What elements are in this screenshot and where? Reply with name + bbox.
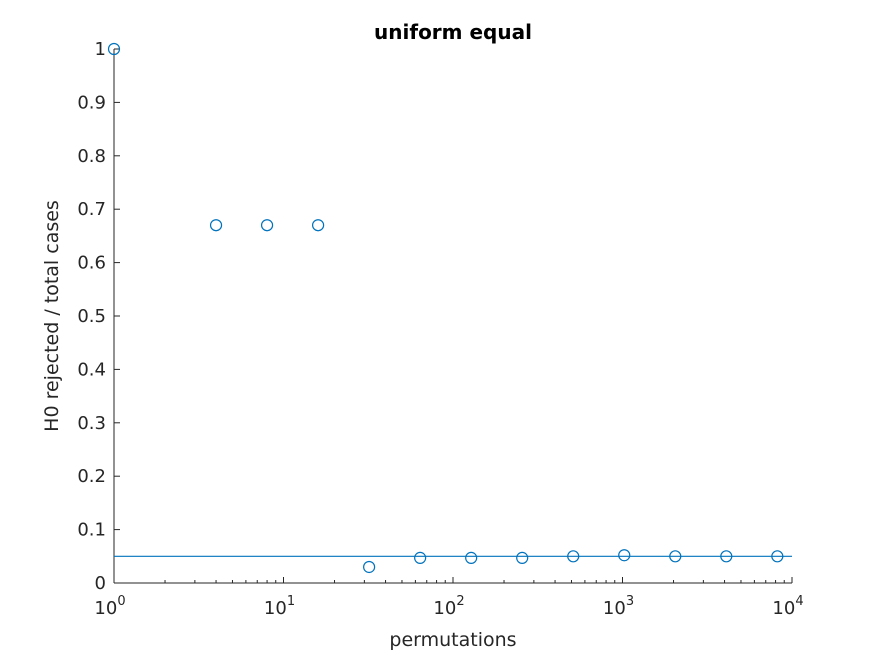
data-point: [414, 551, 427, 565]
y-tick-label: 0.7: [77, 199, 106, 220]
y-tick-label: 0.9: [77, 92, 106, 113]
data-points: [107, 42, 784, 574]
x-axis-label: permutations: [389, 629, 516, 651]
y-tick-label: 0.8: [77, 146, 106, 167]
data-point: [311, 219, 325, 232]
axes: [113, 49, 792, 584]
x-tick-label: 102: [433, 594, 464, 619]
data-point: [209, 219, 223, 232]
data-point: [567, 550, 580, 563]
y-tick-label: 0.2: [77, 466, 106, 487]
x-tick-label: 104: [772, 594, 803, 619]
data-point: [720, 550, 733, 563]
y-tick-label: 0.5: [77, 306, 106, 327]
y-axis-label: H0 rejected / total cases: [41, 200, 63, 432]
data-point: [107, 42, 121, 56]
y-tick-label: 0: [95, 573, 106, 594]
data-point: [260, 219, 274, 232]
data-point: [669, 550, 682, 563]
chart-title: uniform equal: [374, 20, 532, 44]
data-point: [771, 550, 784, 563]
y-tick-label: 0.4: [77, 359, 106, 380]
y-ticks: 0 0.1 0.2 0.3 0.4 0.5 0.6 0.7 0.8 0.9 1: [77, 39, 120, 594]
x-tick-label: 103: [603, 594, 634, 619]
x-tick-label: 100: [94, 594, 125, 619]
data-point: [618, 549, 631, 562]
data-point: [516, 551, 529, 565]
y-tick-label: 0.3: [77, 413, 106, 434]
x-ticks: 100 101 102 103 104: [94, 577, 804, 619]
y-tick-label: 0.6: [77, 253, 106, 274]
x-tick-label: 101: [264, 594, 295, 619]
data-point: [465, 551, 478, 565]
y-tick-label: 0.1: [77, 520, 106, 541]
data-point: [363, 560, 376, 574]
y-tick-label: 1: [95, 39, 106, 60]
